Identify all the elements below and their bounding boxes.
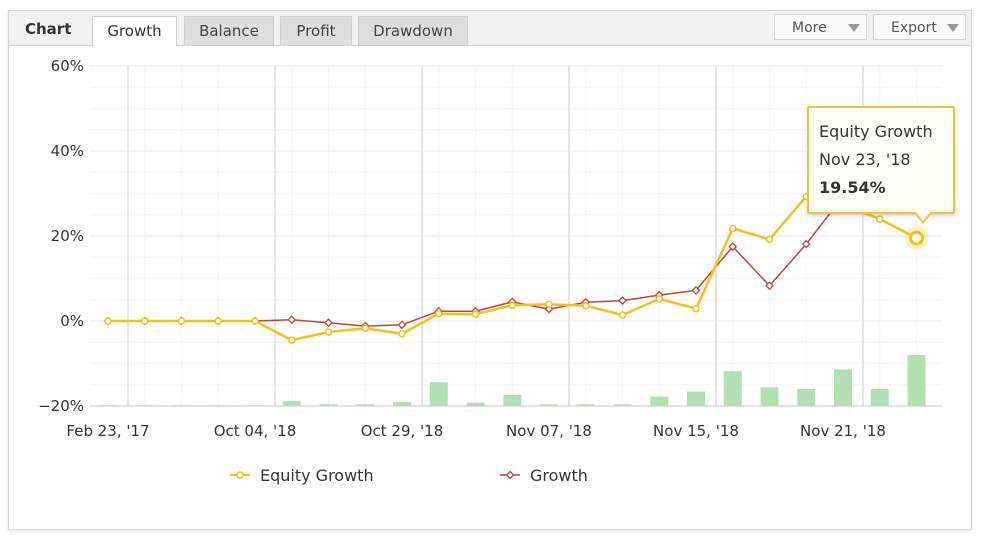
- bar: [613, 404, 632, 406]
- bar: [209, 405, 228, 406]
- x-tick-label: Nov 07, '18: [506, 422, 592, 440]
- bar: [540, 404, 558, 406]
- bar: [760, 387, 779, 406]
- data-point: [545, 300, 553, 309]
- bar: [870, 389, 889, 406]
- legend-label: Growth: [530, 466, 588, 485]
- chevron-down-icon: [848, 24, 860, 32]
- x-tick-label: Oct 29, '18: [361, 422, 444, 440]
- bar: [429, 382, 448, 406]
- bar: [466, 402, 485, 406]
- y-tick-label: 0%: [60, 312, 84, 330]
- chart-label: Chart: [25, 20, 72, 38]
- data-point: [177, 317, 186, 325]
- bar: [319, 404, 338, 406]
- data-point: [618, 296, 627, 306]
- bar: [282, 400, 301, 406]
- more-dropdown[interactable]: More: [774, 14, 867, 40]
- chart-tooltip: Equity Growth Nov 23, '18 19.54%: [807, 106, 955, 214]
- data-point: [692, 304, 700, 313]
- data-point: [801, 239, 811, 249]
- bar: [576, 404, 595, 406]
- data-point: [361, 324, 369, 332]
- data-point: [582, 301, 590, 310]
- data-point: [141, 317, 149, 325]
- bar: [393, 402, 411, 406]
- tab-bar: Chart Growth Balance Profit Drawdown Mor…: [9, 11, 971, 46]
- tooltip-arrow-inner: [916, 212, 930, 221]
- tab-drawdown[interactable]: Drawdown: [358, 16, 468, 45]
- y-tick-label: −20%: [38, 397, 84, 415]
- data-point: [324, 318, 333, 328]
- y-tick-label: 60%: [51, 57, 84, 75]
- data-point: [288, 336, 296, 344]
- bar: [650, 396, 669, 406]
- more-label: More: [792, 20, 827, 36]
- x-tick-label: Oct 04, '18: [214, 422, 297, 440]
- data-point: [251, 317, 259, 325]
- data-point: [691, 285, 701, 295]
- hover-point: [909, 230, 924, 246]
- data-point: [765, 235, 774, 244]
- data-point: [398, 330, 406, 338]
- data-point: [655, 295, 663, 303]
- bar: [687, 391, 705, 406]
- bar: [356, 404, 375, 406]
- bar: [907, 355, 926, 406]
- tooltip-series: Equity Growth: [819, 122, 933, 141]
- data-point: [471, 310, 480, 318]
- bar: [172, 405, 191, 406]
- data-point: [397, 320, 407, 330]
- legend-label: Equity Growth: [260, 466, 374, 485]
- data-point: [728, 242, 738, 252]
- tab-profit[interactable]: Profit: [280, 16, 352, 45]
- tab-balance[interactable]: Balance: [184, 16, 274, 45]
- data-point: [214, 317, 222, 325]
- legend-marker: [505, 470, 515, 480]
- data-point: [508, 301, 516, 310]
- tooltip-date: Nov 23, '18: [819, 150, 911, 169]
- x-tick-label: Nov 21, '18: [800, 422, 886, 440]
- y-tick-label: 40%: [51, 142, 84, 160]
- x-tick-label: Feb 23, '17: [66, 422, 149, 440]
- bar: [99, 405, 117, 406]
- data-point: [729, 224, 737, 233]
- tooltip-value: 19.54%: [819, 178, 886, 197]
- chevron-down-icon: [947, 24, 959, 32]
- data-point: [765, 281, 774, 291]
- data-point: [435, 310, 443, 318]
- data-point: [324, 328, 333, 336]
- export-dropdown[interactable]: Export: [873, 14, 966, 40]
- bar: [723, 371, 742, 406]
- legend-marker: [236, 471, 244, 479]
- data-point: [876, 215, 884, 223]
- bar: [246, 405, 264, 406]
- bar: [834, 369, 852, 406]
- y-tick-label: 20%: [51, 227, 84, 245]
- data-point: [287, 315, 297, 325]
- bar: [503, 394, 522, 406]
- bar: [135, 405, 154, 406]
- bar: [797, 389, 816, 406]
- data-point: [618, 311, 627, 319]
- tab-growth[interactable]: Growth: [92, 16, 177, 46]
- data-point: [104, 317, 112, 325]
- chart-panel: Chart Growth Balance Profit Drawdown Mor…: [8, 10, 972, 530]
- export-label: Export: [891, 20, 937, 36]
- x-tick-label: Nov 15, '18: [653, 422, 739, 440]
